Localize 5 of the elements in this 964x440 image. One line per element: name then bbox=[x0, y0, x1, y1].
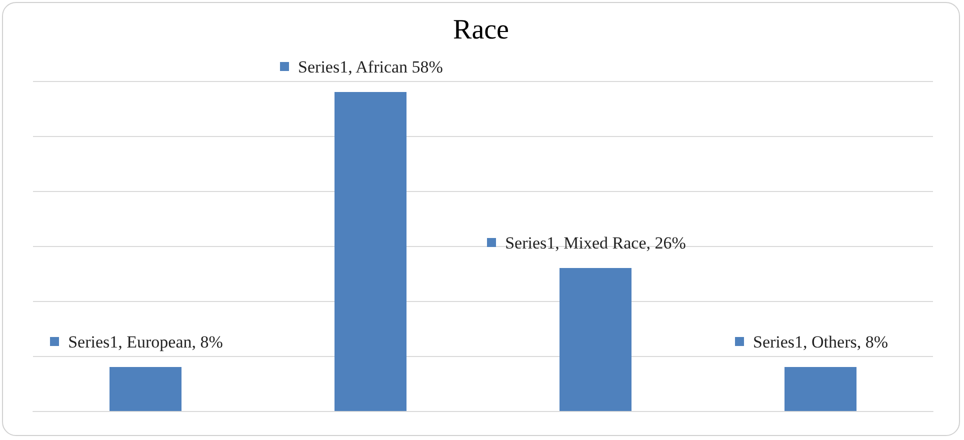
data-label: Series1, European, 8% bbox=[68, 332, 223, 352]
chart-title: Race bbox=[453, 14, 509, 46]
data-label: Series1, Mixed Race, 26% bbox=[505, 234, 686, 252]
data-label: Series1, Others, 8% bbox=[752, 332, 888, 352]
data-label: Series1, African 58% bbox=[298, 58, 443, 76]
